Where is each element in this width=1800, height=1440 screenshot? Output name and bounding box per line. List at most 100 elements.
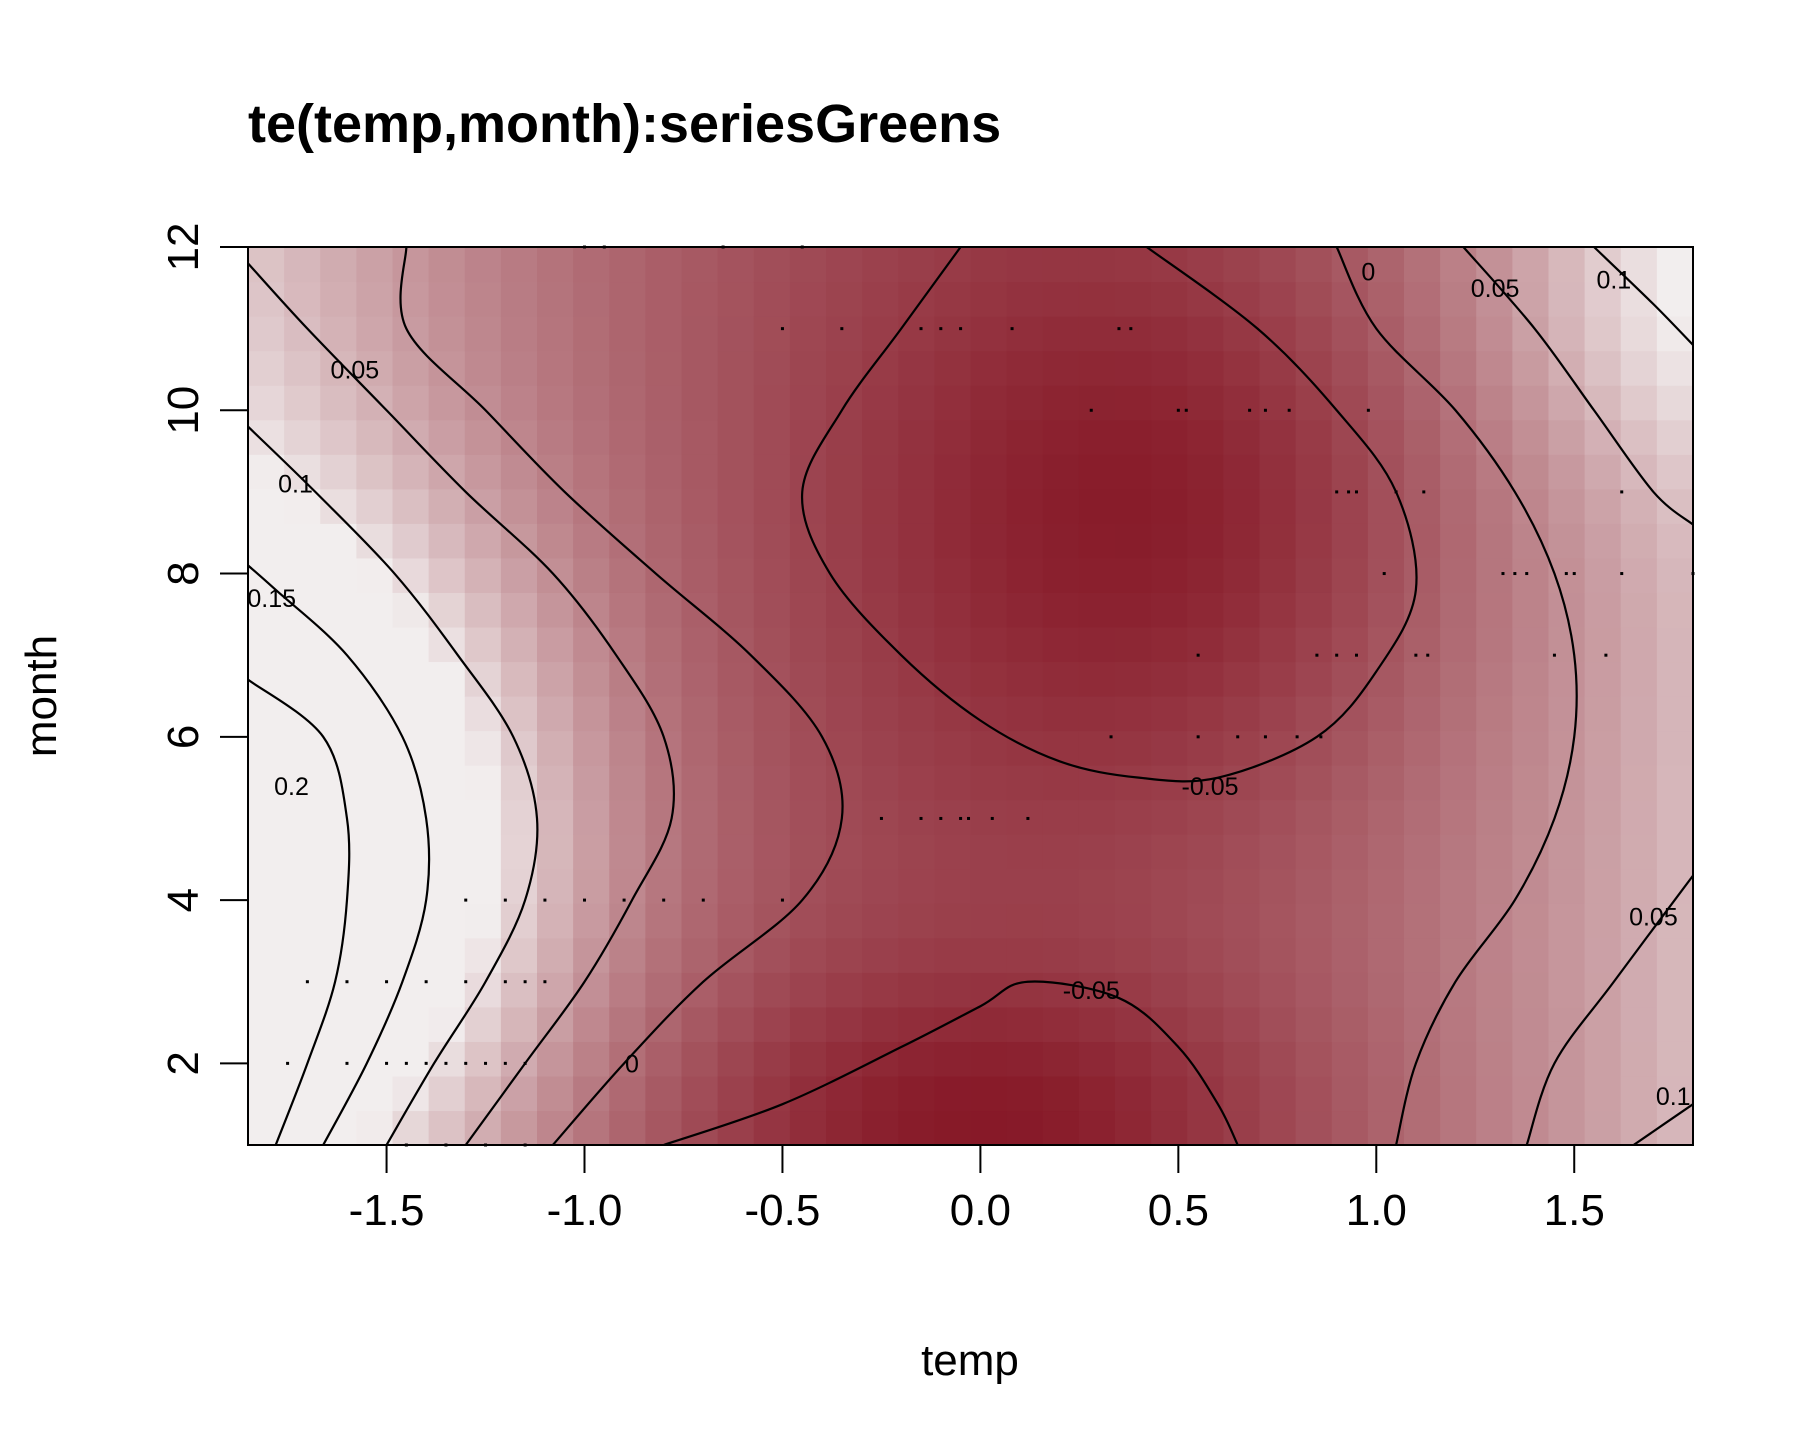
heat-cell bbox=[1656, 247, 1694, 283]
x-tick-label: -0.5 bbox=[745, 1186, 821, 1235]
heat-cell bbox=[320, 523, 357, 559]
observation-point bbox=[1117, 327, 1121, 331]
heat-cell bbox=[1078, 488, 1116, 524]
heat-cell bbox=[1367, 419, 1405, 455]
heat-cell bbox=[1656, 972, 1694, 1008]
heat-cell bbox=[1440, 350, 1477, 386]
heat-cell bbox=[1584, 1041, 1622, 1077]
heat-cell bbox=[1006, 1110, 1044, 1146]
heat-cell bbox=[1476, 1075, 1513, 1112]
heat-cell bbox=[1440, 488, 1477, 524]
heat-cell bbox=[1440, 696, 1477, 732]
heat-cell bbox=[1115, 419, 1152, 455]
heat-cell bbox=[1295, 834, 1333, 870]
heat-cell bbox=[1295, 868, 1333, 904]
heat-cell bbox=[1006, 385, 1044, 421]
heat-cell bbox=[1042, 488, 1080, 524]
heat-cell bbox=[1259, 1110, 1297, 1146]
heat-cell bbox=[284, 281, 321, 317]
heat-cell bbox=[284, 626, 321, 663]
heat-cell bbox=[1042, 696, 1080, 732]
x-tick-label: 0.5 bbox=[1148, 1186, 1209, 1235]
heat-cell bbox=[1259, 626, 1297, 663]
heat-cell bbox=[464, 592, 502, 628]
observation-point bbox=[1184, 408, 1188, 412]
heat-cell bbox=[1440, 903, 1477, 939]
heat-cell bbox=[284, 937, 321, 973]
heat-cell bbox=[1476, 592, 1513, 628]
heat-cell bbox=[1620, 1006, 1658, 1042]
heat-cell bbox=[1223, 488, 1261, 524]
observation-point bbox=[1196, 653, 1200, 657]
heat-cell bbox=[1295, 1075, 1333, 1112]
heat-cell bbox=[898, 592, 935, 628]
observation-point bbox=[840, 327, 844, 331]
heat-cell bbox=[681, 523, 719, 559]
heat-cell bbox=[1512, 1006, 1550, 1042]
heat-cell bbox=[1620, 799, 1658, 835]
heat-cell bbox=[1151, 696, 1188, 732]
heat-cell bbox=[1548, 592, 1586, 628]
heat-cell bbox=[1404, 1006, 1441, 1042]
heat-cell bbox=[1656, 903, 1694, 939]
heat-cell bbox=[789, 316, 827, 352]
heat-cell bbox=[500, 488, 538, 524]
heat-cell bbox=[1331, 281, 1369, 317]
heat-cell bbox=[320, 592, 357, 628]
heat-cell bbox=[1295, 488, 1333, 524]
heat-cell bbox=[1512, 661, 1550, 697]
heat-cell bbox=[645, 834, 683, 870]
heat-cell bbox=[1620, 730, 1658, 766]
observation-point bbox=[464, 1061, 468, 1065]
heat-cell bbox=[1512, 903, 1550, 939]
heat-cell bbox=[1115, 592, 1152, 628]
heat-cell bbox=[826, 937, 863, 973]
heat-cell bbox=[1548, 834, 1586, 870]
heat-cell bbox=[356, 730, 394, 766]
heat-cell bbox=[1440, 419, 1477, 455]
heat-cell bbox=[1187, 1110, 1224, 1146]
heat-cell bbox=[1512, 350, 1550, 386]
heat-cell bbox=[1331, 972, 1369, 1008]
heat-cell bbox=[934, 1041, 972, 1077]
observation-point bbox=[1572, 572, 1576, 576]
heat-cell bbox=[789, 419, 827, 455]
heat-cell bbox=[717, 454, 755, 490]
heat-cell bbox=[500, 626, 538, 663]
x-tick-label: -1.0 bbox=[547, 1186, 623, 1235]
heat-cell bbox=[898, 316, 935, 352]
heat-cell bbox=[1187, 730, 1224, 766]
heat-cell bbox=[1404, 765, 1441, 801]
heat-cell bbox=[1223, 316, 1261, 352]
heat-cell bbox=[1259, 1041, 1297, 1077]
heat-cell bbox=[826, 765, 863, 801]
heat-cell bbox=[573, 316, 610, 352]
heat-cell bbox=[248, 281, 285, 317]
contour-label: 0.2 bbox=[274, 773, 309, 801]
heat-cell bbox=[320, 972, 357, 1008]
heat-cell bbox=[1548, 419, 1586, 455]
heat-cell bbox=[681, 972, 719, 1008]
heat-cell bbox=[284, 419, 321, 455]
heat-cell bbox=[970, 868, 1008, 904]
heat-cell bbox=[1151, 661, 1188, 697]
heat-cell bbox=[609, 1075, 646, 1112]
heat-cell bbox=[1151, 972, 1188, 1008]
heat-cell bbox=[1548, 765, 1586, 801]
heat-cell bbox=[356, 696, 394, 732]
heat-cell bbox=[1295, 281, 1333, 317]
heat-cell bbox=[1078, 765, 1116, 801]
heat-cell bbox=[1476, 385, 1513, 421]
heat-cell bbox=[934, 1006, 972, 1042]
heat-cell bbox=[1476, 765, 1513, 801]
heat-cell bbox=[1440, 454, 1477, 490]
observation-point bbox=[345, 1061, 349, 1065]
heat-cell bbox=[681, 730, 719, 766]
heat-cell bbox=[464, 316, 502, 352]
heat-cell bbox=[1115, 1041, 1152, 1077]
heat-cell bbox=[248, 730, 285, 766]
heat-cell bbox=[1440, 730, 1477, 766]
heat-cell bbox=[464, 661, 502, 697]
heat-cell bbox=[970, 247, 1008, 283]
heat-cell bbox=[1620, 765, 1658, 801]
